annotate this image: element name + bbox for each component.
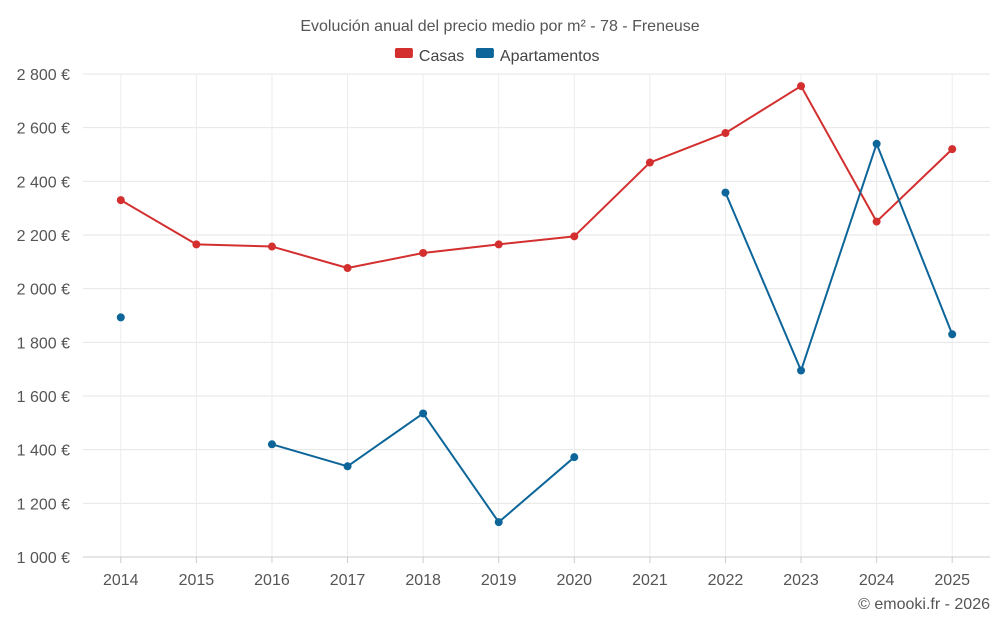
- y-tick-label: 1 200 €: [17, 496, 70, 513]
- y-tick-label: 1 600 €: [17, 389, 70, 406]
- y-tick-label: 2 400 €: [17, 174, 70, 191]
- series-line: [724, 142, 954, 372]
- legend-label: Apartamentos: [500, 48, 600, 65]
- data-point: [267, 242, 276, 251]
- data-point: [645, 158, 654, 167]
- data-point: [948, 330, 957, 339]
- series-layer: [116, 82, 957, 527]
- x-tick-label: 2023: [783, 572, 819, 589]
- data-point: [267, 440, 276, 449]
- x-tick-label: 2015: [179, 572, 215, 589]
- x-tick-label: 2022: [708, 572, 744, 589]
- y-tick-label: 2 000 €: [17, 282, 70, 299]
- data-point: [419, 409, 428, 418]
- x-axis: 2014 2015 2016 2017 2018 2019 2020 2021 2022 2023…: [83, 556, 990, 589]
- y-tick-label: 1 400 €: [17, 443, 70, 460]
- data-point: [948, 145, 957, 154]
- y-tick-label: 2 600 €: [17, 121, 70, 138]
- series-casas: [116, 82, 957, 273]
- legend-swatch: [394, 48, 413, 58]
- legend-swatch: [475, 48, 494, 58]
- x-tick-label: 2021: [632, 572, 668, 589]
- data-point: [797, 82, 806, 91]
- data-point: [343, 462, 352, 471]
- x-tick-label: 2025: [934, 572, 970, 589]
- x-tick-label: 2018: [405, 572, 441, 589]
- x-tick-label: 2020: [556, 572, 592, 589]
- data-point: [721, 188, 730, 197]
- data-point: [343, 264, 352, 273]
- legend-item: Apartamentos: [475, 48, 600, 65]
- series-apartamentos: [116, 139, 957, 527]
- data-point: [797, 366, 806, 375]
- data-point: [116, 196, 125, 205]
- data-point: [494, 240, 503, 249]
- x-tick-label: 2019: [481, 572, 517, 589]
- data-point: [570, 232, 579, 241]
- legend-item: Casas: [394, 48, 464, 65]
- data-point: [872, 217, 881, 226]
- series-line: [120, 85, 953, 270]
- x-tick-label: 2014: [103, 572, 139, 589]
- grid: [83, 73, 990, 558]
- y-tick-label: 2 800 €: [17, 67, 70, 84]
- y-tick-label: 1 000 €: [17, 550, 70, 567]
- y-axis: 1 000 € 1 200 € 1 400 € 1 600 € 1 800 € 2 000…: [17, 67, 70, 567]
- data-point: [419, 248, 428, 257]
- x-tick-label: 2024: [859, 572, 895, 589]
- y-tick-label: 2 200 €: [17, 228, 70, 245]
- y-tick-label: 1 800 €: [17, 335, 70, 352]
- data-point: [872, 139, 881, 148]
- data-point: [570, 453, 579, 462]
- data-point: [494, 518, 503, 527]
- data-point: [721, 129, 730, 138]
- x-tick-label: 2017: [330, 572, 366, 589]
- data-point: [192, 240, 201, 249]
- legend: Casas Apartamentos: [394, 48, 600, 65]
- credit-text: © emooki.fr - 2026: [858, 596, 990, 613]
- legend-label: Casas: [419, 48, 464, 65]
- x-tick-label: 2016: [254, 572, 290, 589]
- chart-title: Evolución anual del precio medio por m² …: [300, 18, 699, 35]
- data-point: [116, 313, 125, 322]
